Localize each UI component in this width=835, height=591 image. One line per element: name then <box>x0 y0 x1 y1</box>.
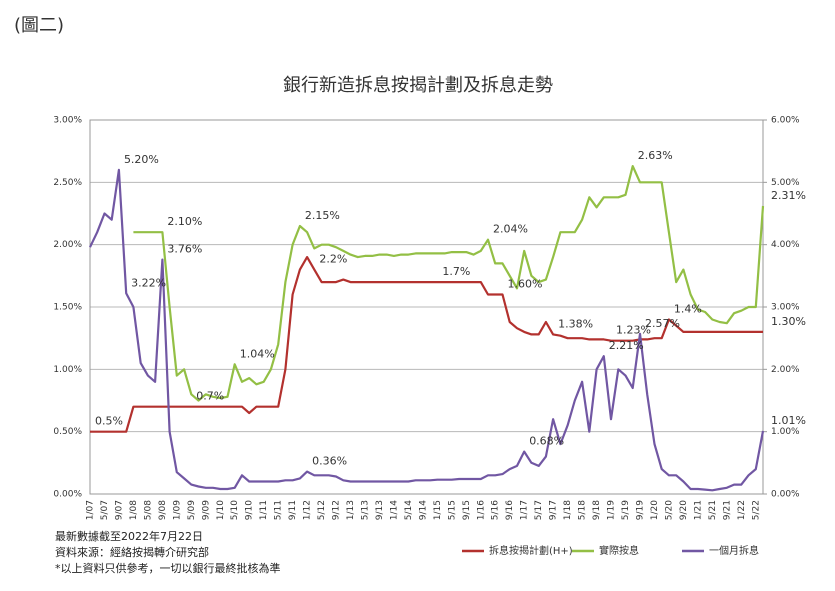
y-tick-label: 1.00% <box>53 365 82 375</box>
x-tick-label: 9/13 <box>375 500 385 520</box>
y-tick-label: 1.50% <box>53 303 82 313</box>
x-tick-label: 1/11 <box>259 500 269 520</box>
plot-frame <box>89 119 764 495</box>
annotation: 2.2% <box>319 253 347 266</box>
x-tick-label: 9/19 <box>635 500 645 520</box>
x-tick-label: 1/07 <box>86 500 96 520</box>
annotation: 2.21% <box>609 339 644 352</box>
annotation: 2.57% <box>645 317 680 330</box>
x-tick-label: 5/14 <box>404 500 414 520</box>
series-line <box>89 168 765 492</box>
x-tick-label: 5/22 <box>751 500 761 520</box>
footer-note: *以上資料只供參考，一切以銀行最終批核為準 <box>55 561 281 575</box>
x-tick-label: 1/16 <box>476 500 486 520</box>
legend-label: 實際按息 <box>599 544 639 557</box>
annotation: 1.04% <box>240 347 275 360</box>
y-tick-label: 3.00% <box>53 116 82 126</box>
x-tick-label: 1/17 <box>520 500 530 520</box>
annotation: 1.38% <box>558 317 593 330</box>
x-tick-label: 5/17 <box>534 500 544 520</box>
x-tick-label: 5/21 <box>708 500 718 520</box>
chart-title: 銀行新造拆息按揭計劃及拆息走勢 <box>283 75 553 96</box>
x-tick-label: 9/15 <box>462 500 472 520</box>
x-tick-label: 1/18 <box>563 500 573 520</box>
series-line <box>133 165 765 402</box>
x-tick-label: 5/13 <box>360 500 370 520</box>
annotation: 1.01% <box>771 414 806 427</box>
series-line <box>90 256 763 433</box>
annotation: 1.7% <box>442 265 470 278</box>
figure-label: (圖二) <box>14 15 64 36</box>
y-tick-label: 2.00% <box>53 240 82 250</box>
x-tick-label: 5/07 <box>100 500 110 520</box>
annotation: 2.63% <box>638 149 673 162</box>
annotation: 3.76% <box>167 243 202 256</box>
annotation: 2.04% <box>493 223 528 236</box>
x-tick-label: 5/19 <box>621 500 631 520</box>
footer-note: 資料來源：經絡按揭轉介研究部 <box>55 545 209 559</box>
legend-label: 拆息按揭計劃(H+) <box>489 544 573 557</box>
x-tick-label: 1/10 <box>216 500 226 520</box>
annotation: 3.22% <box>131 276 166 289</box>
annotation: 1.4% <box>674 302 702 315</box>
x-tick-label: 1/09 <box>172 500 182 520</box>
x-tick-label: 5/18 <box>578 500 588 520</box>
x-tick-label: 9/10 <box>245 500 255 520</box>
annotation: 2.10% <box>167 215 202 228</box>
annotation: 0.7% <box>196 390 224 403</box>
x-tick-label: 1/19 <box>607 500 617 520</box>
y-tick-label: 0.00% <box>53 490 82 500</box>
annotation: 2.31% <box>771 189 806 202</box>
x-tick-label: 5/12 <box>317 500 327 520</box>
annotation: 0.68% <box>529 435 564 448</box>
x-tick-label: 9/09 <box>201 500 211 520</box>
y2-tick-label: 2.00% <box>771 365 800 375</box>
x-tick-label: 5/08 <box>143 500 153 520</box>
annotation: 5.20% <box>124 153 159 166</box>
annotation: 0.5% <box>95 415 123 428</box>
legend-label: 一個月拆息 <box>709 544 759 557</box>
annotation: 1.23% <box>616 324 651 337</box>
y2-tick-label: 3.00% <box>771 303 800 313</box>
x-tick-label: 9/18 <box>592 500 602 520</box>
annotation: 0.36% <box>312 455 347 468</box>
x-tick-label: 9/12 <box>332 500 342 520</box>
y-tick-label: 0.50% <box>53 427 82 437</box>
annotation: 1.60% <box>507 278 542 291</box>
x-tick-label: 1/22 <box>737 500 747 520</box>
x-tick-label: 1/20 <box>650 500 660 520</box>
x-tick-label: 9/11 <box>288 500 298 520</box>
x-tick-label: 1/12 <box>303 500 313 520</box>
x-tick-label: 1/13 <box>346 500 356 520</box>
x-tick-label: 9/17 <box>549 500 559 520</box>
x-tick-label: 9/16 <box>505 500 515 520</box>
footer-note: 最新數據截至2022年7月22日 <box>55 529 203 543</box>
annotation: 2.15% <box>305 209 340 222</box>
annotation: 1.30% <box>771 315 806 328</box>
x-tick-label: 5/09 <box>187 500 197 520</box>
x-tick-label: 5/20 <box>664 500 674 520</box>
x-tick-label: 9/08 <box>158 500 168 520</box>
y-tick-label: 2.50% <box>53 178 82 188</box>
x-tick-label: 1/21 <box>693 500 703 520</box>
x-tick-label: 9/07 <box>114 500 124 520</box>
x-tick-label: 9/21 <box>722 500 732 520</box>
y2-tick-label: 5.00% <box>771 178 800 188</box>
y2-tick-label: 0.00% <box>771 490 800 500</box>
x-tick-label: 9/14 <box>418 500 428 520</box>
x-tick-label: 1/08 <box>129 500 139 520</box>
x-tick-label: 5/10 <box>230 500 240 520</box>
x-tick-label: 1/15 <box>433 500 443 520</box>
x-tick-label: 1/14 <box>389 500 399 520</box>
y2-tick-label: 1.00% <box>771 427 800 437</box>
x-tick-label: 5/16 <box>491 500 501 520</box>
y2-tick-label: 4.00% <box>771 240 800 250</box>
x-tick-label: 5/15 <box>447 500 457 520</box>
x-tick-label: 9/20 <box>679 500 689 520</box>
x-tick-label: 5/11 <box>274 500 284 520</box>
y2-tick-label: 6.00% <box>771 116 800 126</box>
